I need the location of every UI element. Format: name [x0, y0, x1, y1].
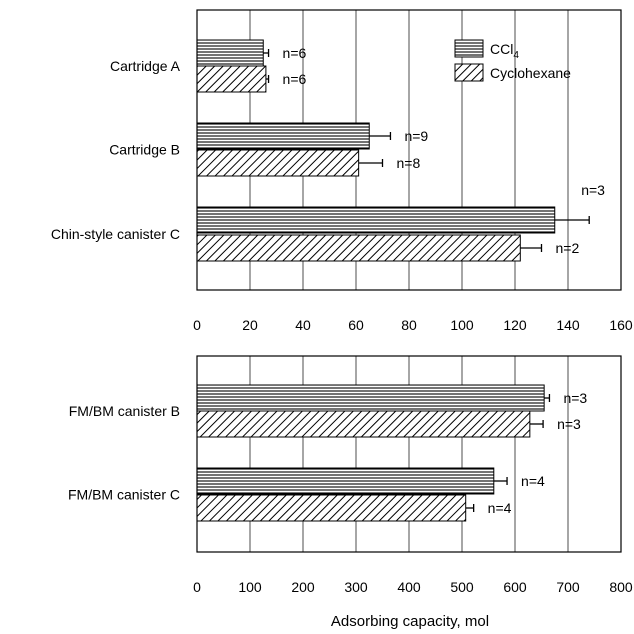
x-tick-label: 60 — [348, 317, 364, 333]
n-label: n=2 — [556, 240, 580, 256]
category-label: Cartridge A — [110, 58, 181, 74]
x-tick-label: 100 — [238, 579, 262, 595]
n-label: n=6 — [283, 45, 307, 61]
x-tick-label: 500 — [450, 579, 474, 595]
bottom-tick-labels: 0 100 200 300 400 500 600 700 800 — [193, 579, 633, 595]
legend: CCl4 Cyclohexane — [454, 39, 571, 82]
bar-ccl4 — [196, 467, 495, 495]
n-label: n=3 — [581, 182, 605, 198]
category-label: Chin-style canister C — [51, 226, 180, 242]
bottom-panel: n=3n=3n=4n=4 FM/BM canister BFM/BM canis… — [68, 355, 633, 595]
x-tick-label: 160 — [609, 317, 633, 333]
n-label: n=4 — [521, 473, 545, 489]
x-tick-label: 20 — [242, 317, 258, 333]
bar-cyclohexane — [196, 494, 467, 522]
top-n-labels: n=6 n=6 n=9 n=8 n=3 n=2 — [283, 45, 606, 256]
category-label: Cartridge B — [109, 142, 180, 158]
x-tick-label: 400 — [397, 579, 421, 595]
top-bars — [196, 39, 556, 262]
top-tick-labels: 0 20 40 60 80 100 120 140 160 — [193, 317, 633, 333]
n-label: n=6 — [283, 71, 307, 87]
top-panel: n=6n=6n=9n=8n=3n=2 Cartridge ACartridge … — [51, 9, 633, 333]
legend-label-cyclohexane: Cyclohexane — [490, 65, 571, 81]
bar-ccl4 — [196, 39, 264, 67]
legend-swatch-ccl4 — [454, 39, 484, 58]
top-plot-frame — [196, 9, 622, 291]
x-tick-label: 80 — [401, 317, 417, 333]
x-tick-label: 600 — [503, 579, 527, 595]
n-label: n=9 — [404, 128, 428, 144]
top-error-bars — [263, 49, 590, 252]
n-label: n=3 — [563, 390, 587, 406]
top-category-labels: Cartridge A Cartridge B Chin-style caniste… — [51, 58, 181, 242]
x-tick-label: 700 — [556, 579, 580, 595]
x-tick-label: 0 — [193, 579, 201, 595]
x-tick-label: 100 — [450, 317, 474, 333]
x-tick-label: 0 — [193, 317, 201, 333]
x-tick-label: 200 — [291, 579, 315, 595]
category-label: FM/BM canister B — [69, 403, 180, 419]
bottom-plot-frame — [196, 355, 622, 553]
bottom-category-labels: FM/BM canister B FM/BM canister C — [68, 403, 180, 503]
bar-cyclohexane — [196, 234, 521, 262]
n-label: n=8 — [397, 155, 421, 171]
x-tick-label: 120 — [503, 317, 527, 333]
bar-ccl4 — [196, 206, 556, 234]
bottom-error-bars — [465, 394, 551, 512]
legend-label-ccl4: CCl4 — [490, 41, 519, 61]
category-label: FM/BM canister C — [68, 487, 180, 503]
n-label: n=4 — [488, 500, 512, 516]
x-axis-label: Adsorbing capacity, mol — [331, 613, 489, 630]
bottom-n-labels: n=3 n=3 n=4 n=4 — [488, 390, 588, 516]
legend-swatch-cyclohexane — [454, 63, 484, 82]
bar-cyclohexane — [196, 410, 531, 438]
bar-cyclohexane — [196, 149, 360, 177]
bottom-bars — [196, 384, 545, 522]
x-tick-label: 140 — [556, 317, 580, 333]
x-tick-label: 300 — [344, 579, 368, 595]
n-label: n=3 — [557, 416, 581, 432]
bar-ccl4 — [196, 384, 545, 412]
bar-ccl4 — [196, 122, 370, 150]
bar-cyclohexane — [196, 65, 267, 93]
x-tick-label: 800 — [609, 579, 633, 595]
x-tick-label: 40 — [295, 317, 311, 333]
